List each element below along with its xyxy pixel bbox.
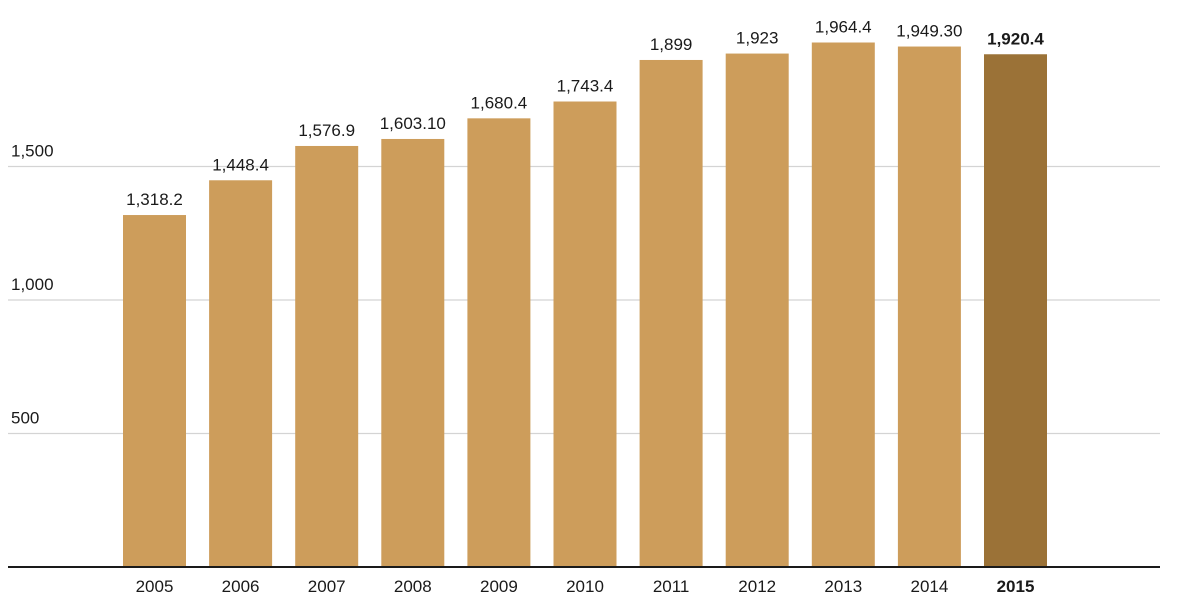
x-tick-label: 2006 [222, 577, 260, 596]
bar-value-label: 1,743.4 [557, 77, 614, 96]
x-tick-label: 2013 [824, 577, 862, 596]
bar-2014 [897, 46, 961, 567]
bar-2008 [381, 138, 445, 568]
bar-value-label: 1,923 [736, 29, 779, 48]
bar-2009 [467, 118, 531, 568]
x-tick-label: 2012 [738, 577, 776, 596]
bar-value-labels: 1,318.2 1,448.4 1,576.9 1,603.10 1,680.4 1,74… [126, 18, 1044, 210]
bar-2011 [639, 59, 703, 567]
bar-value-label: 1,576.9 [298, 121, 355, 140]
bar-2005 [123, 215, 186, 568]
bar-value-label: 1,448.4 [212, 155, 269, 174]
bar-value-label: 1,949.30 [896, 22, 962, 41]
x-axis-tick-labels: 2005 2006 2007 2008 2009 2010 2011 2012 2013 2014… [136, 577, 1035, 596]
bar-value-label: 1,603.10 [380, 114, 446, 133]
bar-value-label: 1,680.4 [471, 93, 528, 112]
bar-value-label: 1,899 [650, 35, 693, 54]
bar-2015 [984, 54, 1047, 568]
x-tick-label: 2009 [480, 577, 518, 596]
y-tick-label: 1,000 [11, 275, 54, 294]
bar-2010 [553, 101, 617, 567]
bar-2006 [209, 180, 273, 567]
y-axis-tick-labels: 500 1,000 1,500 [11, 142, 54, 428]
y-tick-label: 1,500 [11, 142, 54, 161]
x-tick-label: 2011 [653, 577, 690, 596]
x-tick-label: 2014 [910, 577, 948, 596]
bars [123, 42, 1047, 568]
bar-2007 [295, 145, 359, 567]
x-tick-label: 2007 [308, 577, 346, 596]
bar-value-label: 1,964.4 [815, 18, 872, 37]
bar-value-label: 1,318.2 [126, 190, 183, 209]
x-tick-label: 2008 [394, 577, 432, 596]
y-tick-label: 500 [11, 409, 39, 428]
bar-value-label: 1,920.4 [987, 29, 1044, 48]
x-tick-label: 2010 [566, 577, 604, 596]
x-tick-label: 2015 [997, 577, 1035, 596]
x-tick-label: 2005 [136, 577, 174, 596]
bar-2012 [725, 53, 789, 567]
bar-2013 [811, 42, 875, 568]
